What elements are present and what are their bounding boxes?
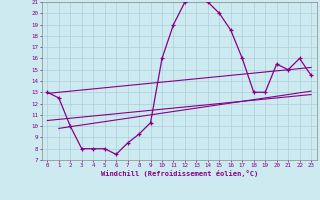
X-axis label: Windchill (Refroidissement éolien,°C): Windchill (Refroidissement éolien,°C)	[100, 170, 258, 177]
